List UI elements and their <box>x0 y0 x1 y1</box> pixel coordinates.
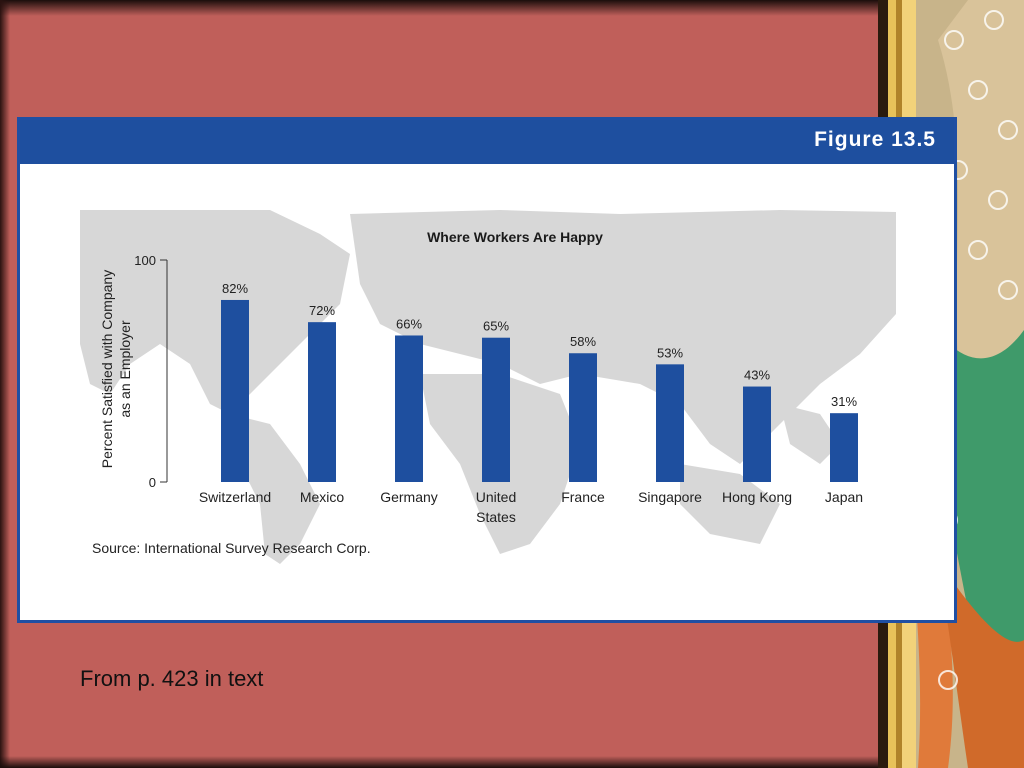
bar-1 <box>308 322 336 482</box>
category-labels-group: Switzerland Mexico Germany United States Fran… <box>199 489 863 525</box>
bar-7 <box>830 413 858 482</box>
slide-caption: From p. 423 in text <box>80 666 264 691</box>
category-label-3-line-2: States <box>476 509 516 525</box>
bar-value-label-5: 53% <box>657 345 683 360</box>
category-label-7: Japan <box>825 489 863 505</box>
bottom-shadow <box>0 756 880 768</box>
bar-4 <box>569 353 597 482</box>
y-axis-label-line-2: as an Employer <box>117 320 133 418</box>
category-label-1: Mexico <box>300 489 345 505</box>
value-labels-group: 82% 72% 66% 65% 58% 53% 43% 31% <box>222 281 857 409</box>
y-tick-label-100: 100 <box>134 253 156 268</box>
bar-value-label-2: 66% <box>396 316 422 331</box>
category-label-5: Singapore <box>638 489 702 505</box>
bar-value-label-4: 58% <box>570 334 596 349</box>
bar-2 <box>395 335 423 482</box>
bar-value-label-0: 82% <box>222 281 248 296</box>
bar-0 <box>221 299 249 482</box>
bar-value-label-3: 65% <box>483 319 509 334</box>
chart-title: Where Workers Are Happy <box>427 229 603 245</box>
bar-value-label-6: 43% <box>744 368 770 383</box>
category-label-3: United <box>476 489 516 505</box>
category-label-6: Hong Kong <box>722 489 792 505</box>
top-shadow <box>0 0 880 16</box>
category-label-4: France <box>561 489 605 505</box>
y-tick-label-0: 0 <box>149 475 156 490</box>
bar-value-label-7: 31% <box>831 394 857 409</box>
figure-card: Figure 13.5 Where Workers Are Happy Perc… <box>17 117 957 623</box>
category-label-2: Germany <box>380 489 438 505</box>
bar-value-label-1: 72% <box>309 303 335 318</box>
bars-group <box>221 299 858 482</box>
left-shadow <box>0 0 10 768</box>
source-note: Source: International Survey Research Co… <box>92 540 371 556</box>
figure-label: Figure 13.5 <box>814 128 936 151</box>
bar-3 <box>482 337 510 482</box>
bar-6 <box>743 386 771 482</box>
figure-header-bar: Figure 13.5 <box>20 120 954 164</box>
category-label-0: Switzerland <box>199 489 271 505</box>
bar-5 <box>656 364 684 482</box>
y-axis-label-line-1: Percent Satisfied with Company <box>99 270 115 468</box>
bar-chart: Where Workers Are Happy Percent Satisfie… <box>80 210 896 564</box>
